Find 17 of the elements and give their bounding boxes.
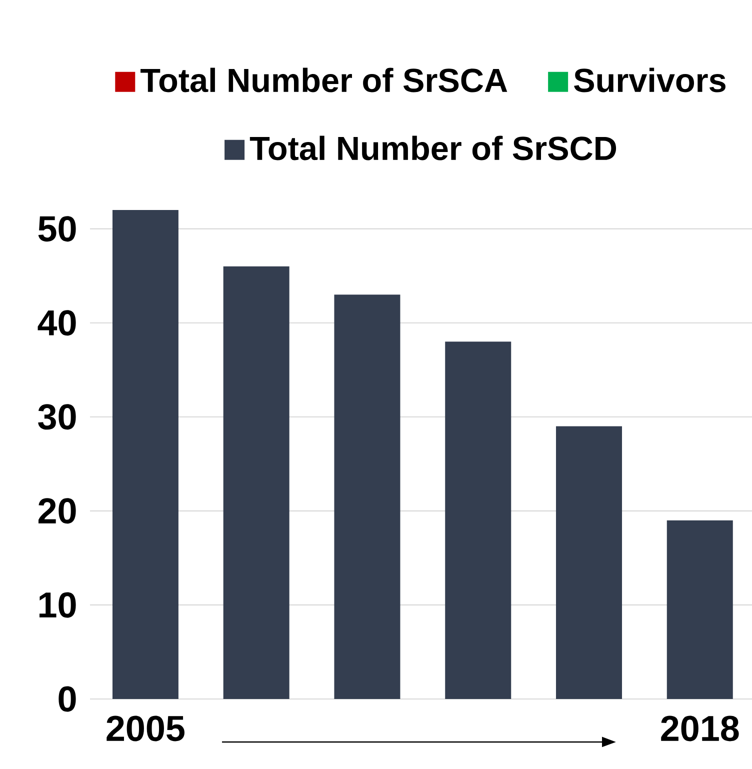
legend-label: Total Number of SrSCD <box>250 136 616 160</box>
legend-label: Total Number of SrSCA <box>140 68 508 92</box>
y-tick-label: 50 <box>38 216 76 242</box>
x-tick-label: 2018 <box>661 716 739 742</box>
bar <box>556 426 622 699</box>
bar <box>334 294 400 699</box>
bar <box>223 266 290 699</box>
bar <box>445 342 512 699</box>
bar <box>666 520 733 699</box>
y-tick-label: 40 <box>38 310 76 336</box>
y-tick-label: 0 <box>58 686 76 712</box>
y-tick-label: 10 <box>40 592 76 618</box>
y-tick-label: 30 <box>38 404 76 430</box>
bar <box>112 210 178 699</box>
legend-label: Survivors <box>574 68 726 92</box>
x-tick-label: 2005 <box>106 716 184 742</box>
y-tick-label: 20 <box>38 498 76 524</box>
